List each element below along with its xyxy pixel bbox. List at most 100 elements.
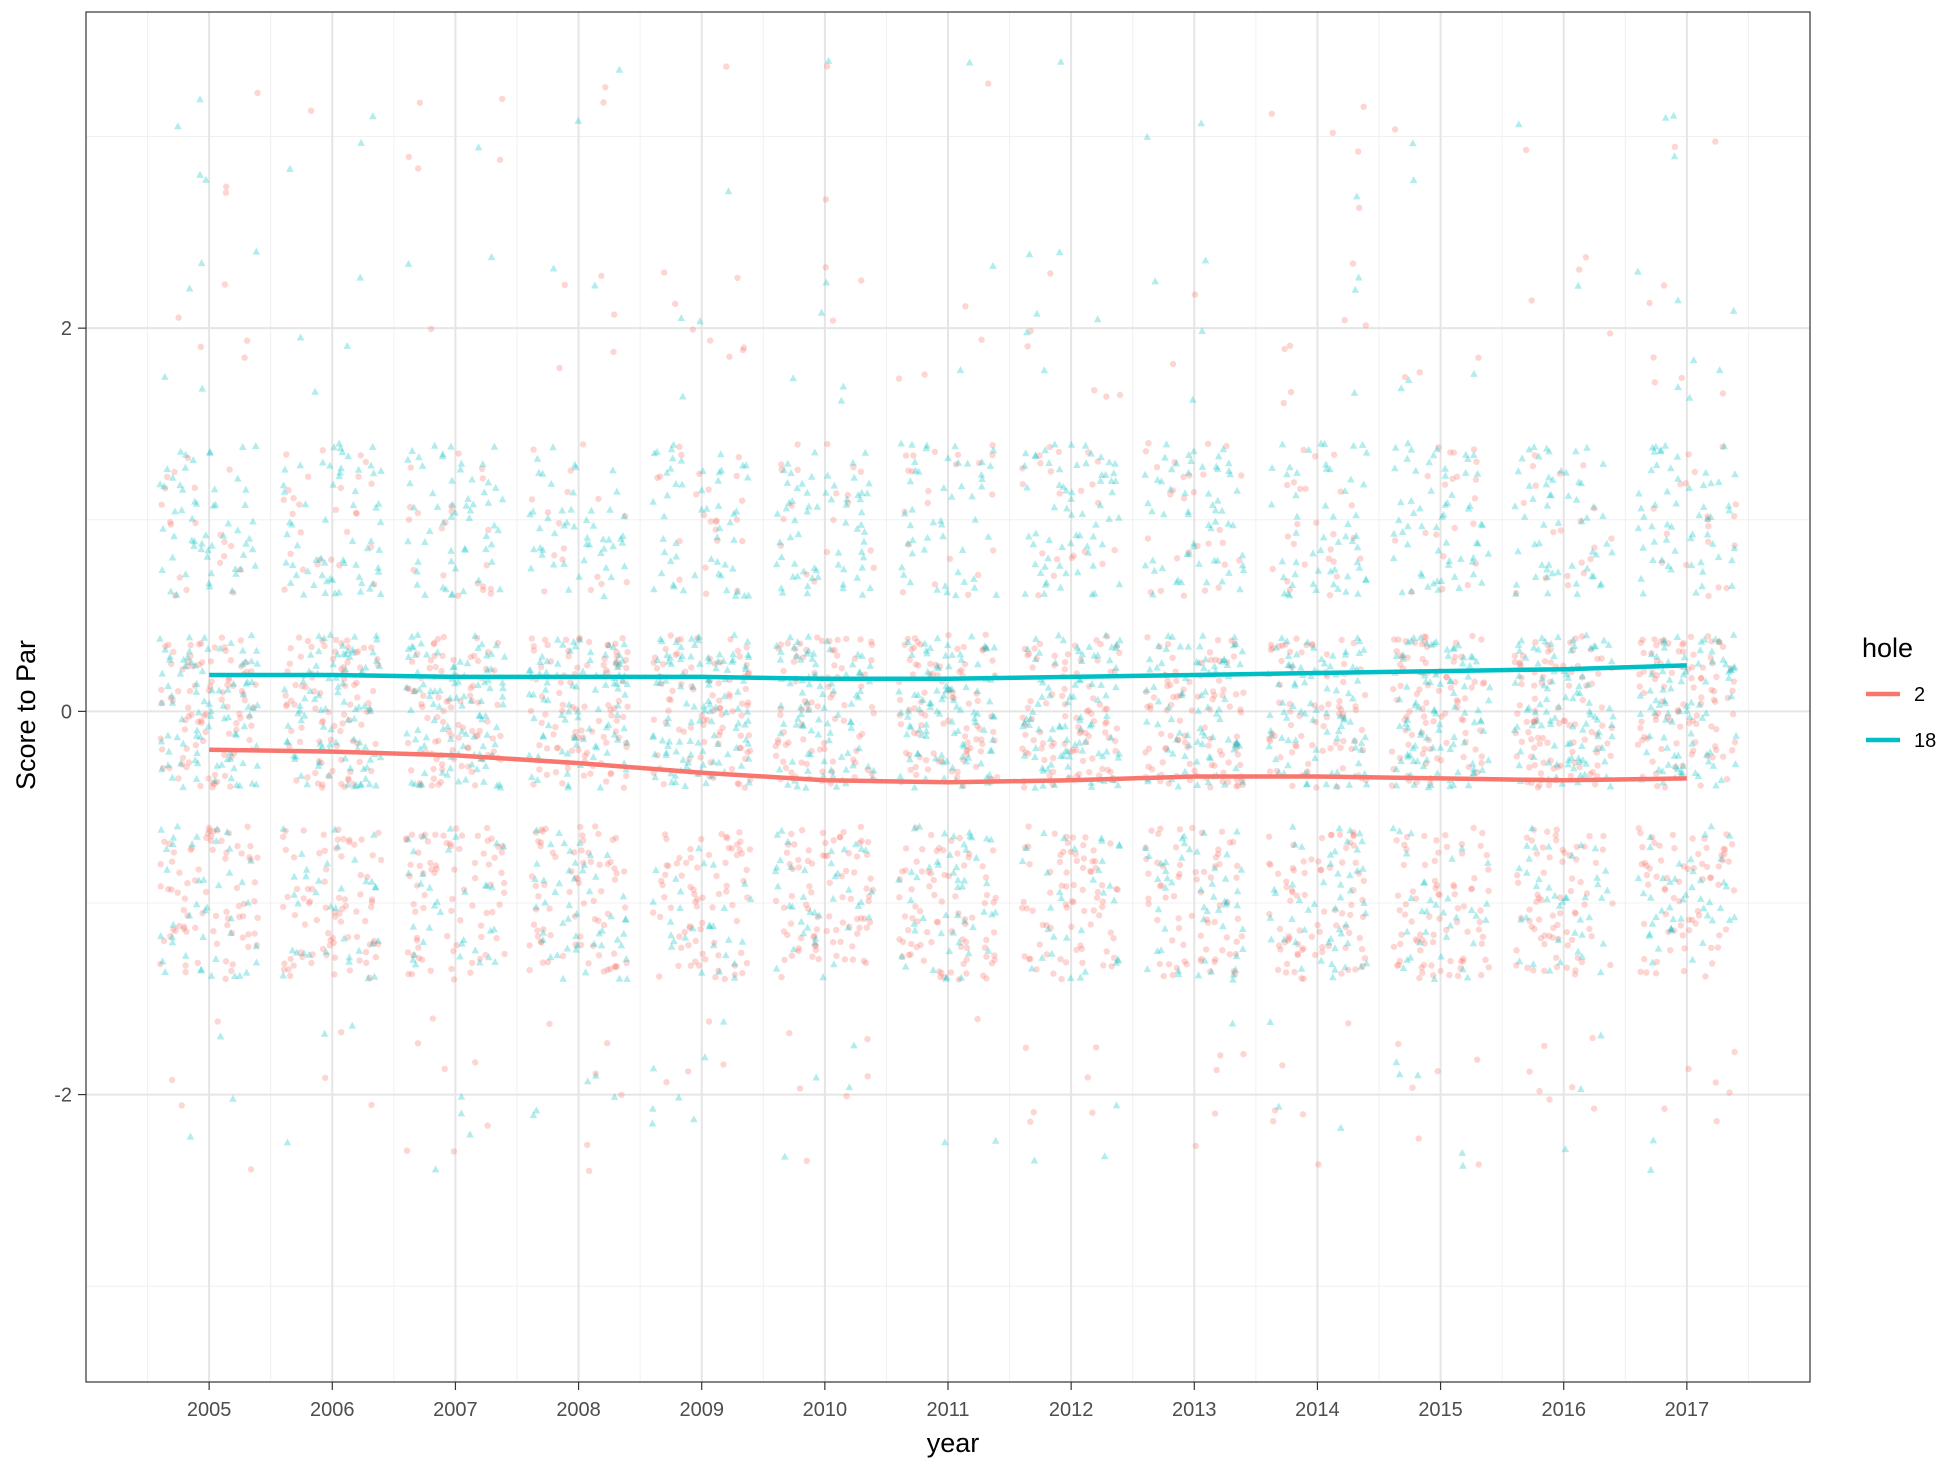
point-hole-2 [1088, 921, 1094, 927]
point-hole-2 [1207, 649, 1213, 655]
point-hole-18 [847, 718, 855, 725]
point-hole-18 [789, 758, 797, 765]
point-hole-18 [307, 651, 315, 658]
point-hole-2 [338, 1029, 344, 1035]
point-hole-2 [773, 898, 779, 904]
point-hole-18 [1416, 504, 1424, 511]
point-hole-18 [911, 784, 919, 791]
point-hole-2 [1302, 486, 1308, 492]
point-hole-18 [724, 666, 732, 673]
point-hole-2 [961, 644, 967, 650]
point-hole-2 [1355, 148, 1361, 154]
point-hole-2 [744, 867, 750, 873]
point-hole-2 [165, 886, 171, 892]
point-hole-2 [1057, 490, 1063, 496]
point-hole-2 [1270, 566, 1276, 572]
point-hole-2 [837, 834, 843, 840]
point-hole-18 [1280, 573, 1288, 580]
point-hole-2 [203, 889, 209, 895]
point-hole-2 [1269, 111, 1275, 117]
point-hole-2 [919, 846, 925, 852]
point-hole-2 [709, 904, 715, 910]
point-hole-18 [838, 753, 846, 760]
point-hole-2 [496, 902, 502, 908]
point-hole-18 [1040, 829, 1048, 836]
point-hole-2 [1449, 476, 1455, 482]
point-hole-2 [1599, 722, 1605, 728]
point-hole-2 [1546, 782, 1552, 788]
point-hole-2 [833, 927, 839, 933]
point-hole-2 [1225, 759, 1231, 765]
point-hole-2 [809, 954, 815, 960]
point-hole-18 [1333, 686, 1341, 693]
point-hole-18 [193, 900, 201, 907]
point-hole-2 [1235, 916, 1241, 922]
point-hole-2 [622, 904, 628, 910]
point-hole-18 [1573, 580, 1581, 587]
point-hole-18 [280, 481, 288, 488]
point-hole-18 [1353, 192, 1361, 199]
point-hole-18 [1033, 310, 1041, 317]
point-hole-18 [212, 955, 220, 962]
point-hole-2 [1300, 1111, 1306, 1117]
point-hole-18 [680, 586, 688, 593]
point-hole-2 [1390, 686, 1396, 692]
point-hole-2 [1343, 845, 1349, 851]
point-hole-2 [1693, 920, 1699, 926]
point-hole-2 [1565, 582, 1571, 588]
point-hole-18 [284, 1138, 292, 1145]
point-hole-2 [296, 634, 302, 640]
point-hole-18 [541, 899, 549, 906]
point-hole-2 [1685, 1066, 1691, 1072]
point-hole-2 [223, 648, 229, 654]
point-hole-18 [908, 441, 916, 448]
point-hole-2 [1171, 893, 1177, 899]
point-hole-18 [570, 523, 578, 530]
point-hole-2 [1240, 1051, 1246, 1057]
point-hole-18 [1342, 921, 1350, 928]
point-hole-2 [428, 968, 434, 974]
point-hole-18 [943, 588, 951, 595]
point-hole-2 [913, 764, 919, 770]
point-hole-2 [784, 850, 790, 856]
point-hole-18 [1231, 633, 1239, 640]
point-hole-2 [1443, 740, 1449, 746]
point-hole-18 [721, 904, 729, 911]
point-hole-18 [678, 457, 686, 464]
point-hole-2 [611, 311, 617, 317]
point-hole-2 [222, 773, 228, 779]
point-hole-2 [287, 551, 293, 557]
point-hole-2 [900, 589, 906, 595]
point-hole-2 [1435, 849, 1441, 855]
point-hole-2 [1538, 770, 1544, 776]
point-hole-18 [840, 383, 848, 390]
point-hole-18 [854, 650, 862, 657]
point-hole-18 [434, 503, 442, 510]
point-hole-2 [1716, 584, 1722, 590]
point-hole-2 [1110, 935, 1116, 941]
point-hole-18 [900, 571, 908, 578]
point-hole-18 [1284, 761, 1292, 768]
point-hole-18 [196, 171, 204, 178]
point-hole-2 [600, 662, 606, 668]
point-hole-2 [292, 682, 298, 688]
point-hole-2 [1477, 919, 1483, 925]
point-hole-2 [1472, 679, 1478, 685]
point-hole-18 [1197, 119, 1205, 126]
point-hole-18 [551, 529, 559, 536]
point-hole-2 [304, 774, 310, 780]
point-hole-2 [1553, 955, 1559, 961]
point-hole-18 [1083, 542, 1091, 549]
point-hole-2 [536, 766, 542, 772]
point-hole-18 [432, 1165, 440, 1172]
point-hole-18 [858, 548, 866, 555]
point-hole-2 [698, 926, 704, 932]
point-hole-2 [405, 971, 411, 977]
point-hole-18 [351, 856, 359, 863]
point-hole-2 [962, 733, 968, 739]
point-hole-2 [775, 737, 781, 743]
point-hole-18 [949, 764, 957, 771]
point-hole-18 [1523, 842, 1531, 849]
point-hole-18 [720, 1018, 728, 1025]
point-hole-2 [1431, 932, 1437, 938]
